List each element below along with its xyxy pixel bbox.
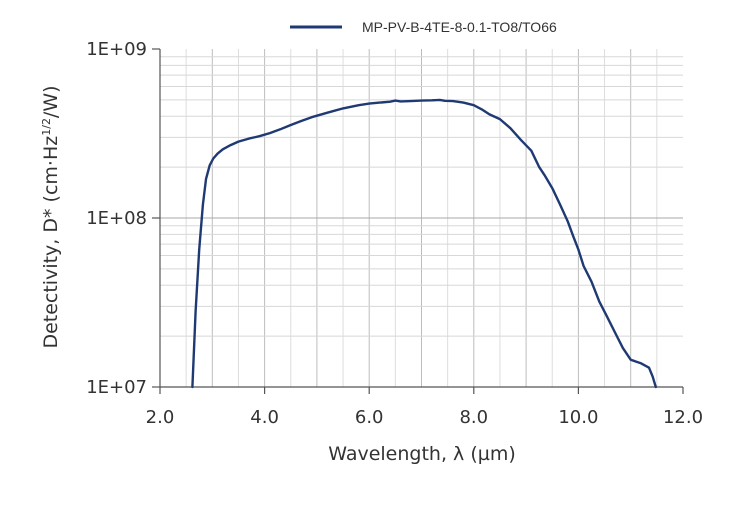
y-axis-title: Detectivity, D* (cm·Hz1/2/W)	[40, 85, 62, 348]
series-line	[191, 98, 657, 389]
series-lines	[191, 98, 657, 389]
tick-labels: 2.0 4.0 6.0 8.0 10.0 12.0 1E+07 1E+08 1E+09	[86, 39, 703, 428]
legend: MP-PV-B-4TE-8-0.1-TO8/TO66	[290, 19, 557, 35]
x-tick-label: 4.0	[250, 407, 279, 428]
x-tick-label: 10.0	[558, 407, 598, 428]
x-tick-label: 8.0	[459, 407, 488, 428]
y-tick-label: 1E+08	[86, 208, 147, 229]
y-tick-label: 1E+07	[86, 377, 147, 398]
y-axis-title-main: Detectivity, D* (cm·Hz	[40, 136, 62, 349]
x-tick-label: 12.0	[663, 407, 703, 428]
y-axis-title-end: /W)	[40, 85, 62, 118]
grid-lines	[160, 49, 683, 387]
x-tick-label: 6.0	[355, 407, 384, 428]
x-axis-title: Wavelength, λ (µm)	[328, 443, 516, 465]
y-axis-title-sup: 1/2	[40, 118, 53, 136]
y-tick-label: 1E+09	[86, 39, 147, 60]
axes	[152, 48, 684, 394]
x-tick-label: 2.0	[146, 407, 175, 428]
legend-label: MP-PV-B-4TE-8-0.1-TO8/TO66	[362, 19, 557, 35]
